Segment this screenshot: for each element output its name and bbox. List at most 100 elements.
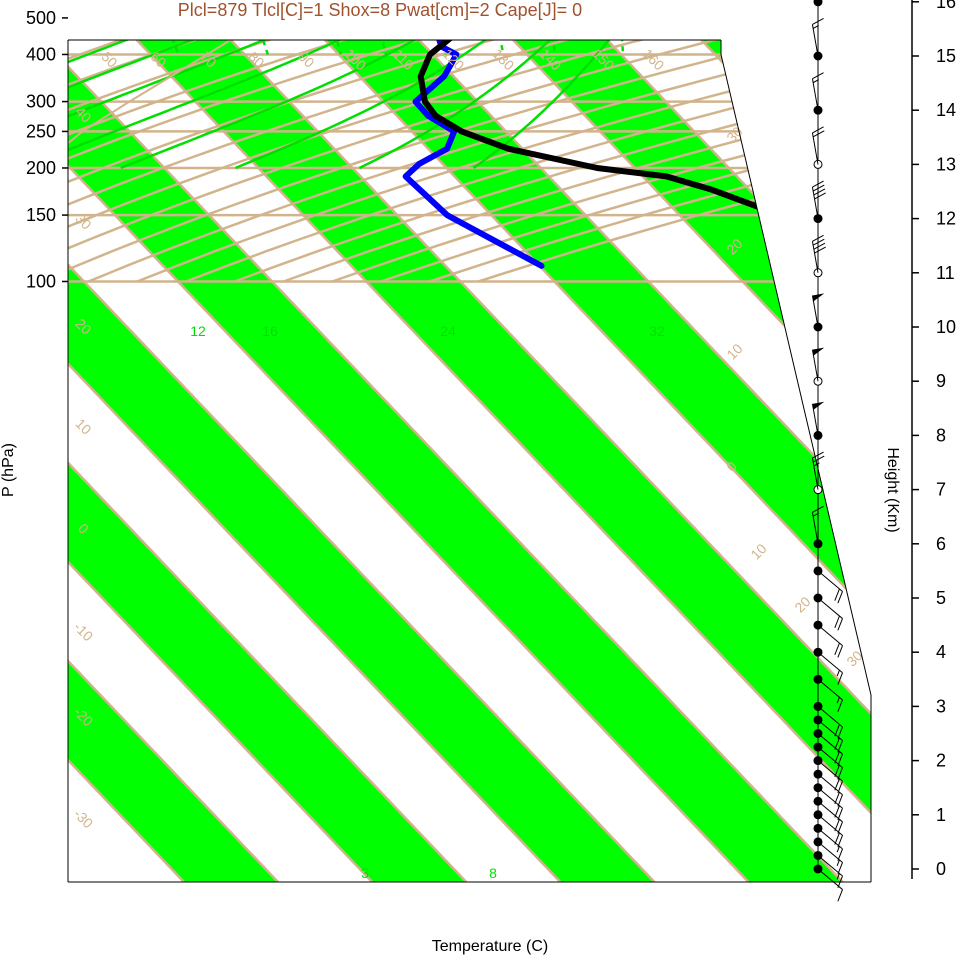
right-isotherm-label: 20 xyxy=(791,593,813,615)
moist-adiabat-label: 12 xyxy=(190,323,206,339)
wind-full-barb xyxy=(837,808,843,821)
height-tick-label: 14 xyxy=(936,100,956,120)
moist-adiabat-line xyxy=(472,40,611,170)
wind-barb-staff xyxy=(817,651,843,674)
wind-full-barb xyxy=(837,875,843,888)
band-isotherm-label: 10 xyxy=(72,415,94,437)
pressure-tick-label: 100 xyxy=(26,271,56,291)
wind-full-barb xyxy=(837,753,843,767)
isotherm-line xyxy=(68,659,279,882)
wind-full-barb xyxy=(837,672,843,685)
wind-full-barb xyxy=(812,238,825,246)
isotherm-line xyxy=(512,40,871,419)
wind-half-barb xyxy=(813,462,820,467)
wind-full-barb xyxy=(812,126,824,134)
height-tick-label: 11 xyxy=(936,263,955,283)
moist-adiabat-line xyxy=(68,40,196,89)
wind-full-barb xyxy=(837,645,843,658)
band-isotherm-label: -10 xyxy=(71,619,97,645)
wind-pennant xyxy=(812,293,825,302)
wind-full-barb xyxy=(813,242,826,250)
wind-half-barb xyxy=(812,24,819,29)
wind-barb-staff xyxy=(811,457,819,490)
moist-adiabat-line xyxy=(68,40,268,118)
wind-full-barb xyxy=(812,455,825,463)
moist-adiabat-line xyxy=(358,40,552,170)
moist-adiabat-line xyxy=(68,40,343,152)
wind-full-barb xyxy=(834,724,840,737)
wind-full-barb xyxy=(812,234,824,242)
dry-adiabat-label: 160 xyxy=(640,46,668,74)
wind-half-barb xyxy=(836,846,840,853)
wind-barb-staff xyxy=(817,678,843,701)
dry-adiabat-line xyxy=(136,54,871,283)
dry-adiabat-line xyxy=(88,40,869,283)
wind-full-barb xyxy=(814,192,826,200)
dry-adiabat-line xyxy=(234,88,871,283)
dry-adiabat-line xyxy=(68,40,571,206)
wind-full-barb xyxy=(814,246,826,254)
wind-barb-staff xyxy=(817,624,843,647)
isotherm-line xyxy=(324,40,871,617)
wind-barbs xyxy=(811,0,843,902)
dry-adiabat-line xyxy=(68,40,497,184)
isotherm-line xyxy=(68,461,468,882)
wind-barb-staff xyxy=(811,512,819,544)
height-tick-label: 10 xyxy=(936,317,956,337)
dry-adiabat-line xyxy=(185,71,871,283)
pressure-tick-label: 250 xyxy=(26,121,56,141)
wind-half-barb xyxy=(836,859,840,866)
right-isotherm-label: 10 xyxy=(723,340,745,362)
wind-barb-staff xyxy=(817,597,843,619)
parcel-trace xyxy=(68,40,233,145)
wind-barb-staff xyxy=(811,349,819,382)
wind-full-barb xyxy=(812,18,824,25)
band-isotherm-label: -30 xyxy=(71,806,97,832)
mixing-ratio-label: 3 xyxy=(361,865,369,881)
height-tick-label: 3 xyxy=(936,696,946,716)
wind-full-barb xyxy=(834,737,840,750)
height-tick-label: 6 xyxy=(936,534,946,554)
wind-full-barb xyxy=(812,180,824,188)
wind-barb-staff xyxy=(817,706,843,728)
plot-frame xyxy=(67,39,872,883)
wind-half-barb xyxy=(812,512,819,517)
wind-full-barb xyxy=(812,130,825,138)
wind-pennant xyxy=(812,347,825,356)
moist-adiabat-label: 32 xyxy=(649,323,665,339)
wind-full-barb xyxy=(837,591,843,604)
band-isotherm-label: 30 xyxy=(72,210,94,232)
wind-full-barb xyxy=(834,819,840,832)
wind-full-barb xyxy=(813,188,826,196)
height-tick-label: 2 xyxy=(936,751,946,771)
wind-barb-staff xyxy=(811,24,819,57)
moist-adiabat-label: 16 xyxy=(262,323,278,339)
isotherm-line xyxy=(68,64,844,882)
y-axis-label: P (hPa) xyxy=(0,443,17,497)
wind-half-barb xyxy=(836,670,840,677)
height-tick-label: 4 xyxy=(936,642,946,662)
wind-full-barb xyxy=(834,588,840,601)
height-axis-label: Height (Km) xyxy=(884,447,901,532)
wind-pennant xyxy=(812,401,825,410)
right-isotherm-label: 10 xyxy=(747,540,769,562)
height-tick-label: 8 xyxy=(936,425,946,445)
wind-full-barb xyxy=(812,184,825,192)
height-tick-label: 5 xyxy=(936,588,946,608)
moist-adiabat-line xyxy=(120,40,417,170)
dewpoint-trace xyxy=(402,40,545,269)
wind-full-barb xyxy=(837,740,843,753)
wind-barb-staff xyxy=(811,295,819,328)
wind-full-barb xyxy=(834,791,840,805)
isotherm-line xyxy=(68,163,750,882)
wind-full-barb xyxy=(837,699,843,712)
height-tick-label: 1 xyxy=(936,805,946,825)
dry-adiabat-line xyxy=(68,40,422,160)
isotherm-line xyxy=(68,262,656,882)
mixing-ratio-label: 8 xyxy=(489,865,497,881)
isotherm-line xyxy=(68,361,562,882)
dry-adiabat-label: 130 xyxy=(490,46,518,74)
wind-full-barb xyxy=(834,642,840,656)
